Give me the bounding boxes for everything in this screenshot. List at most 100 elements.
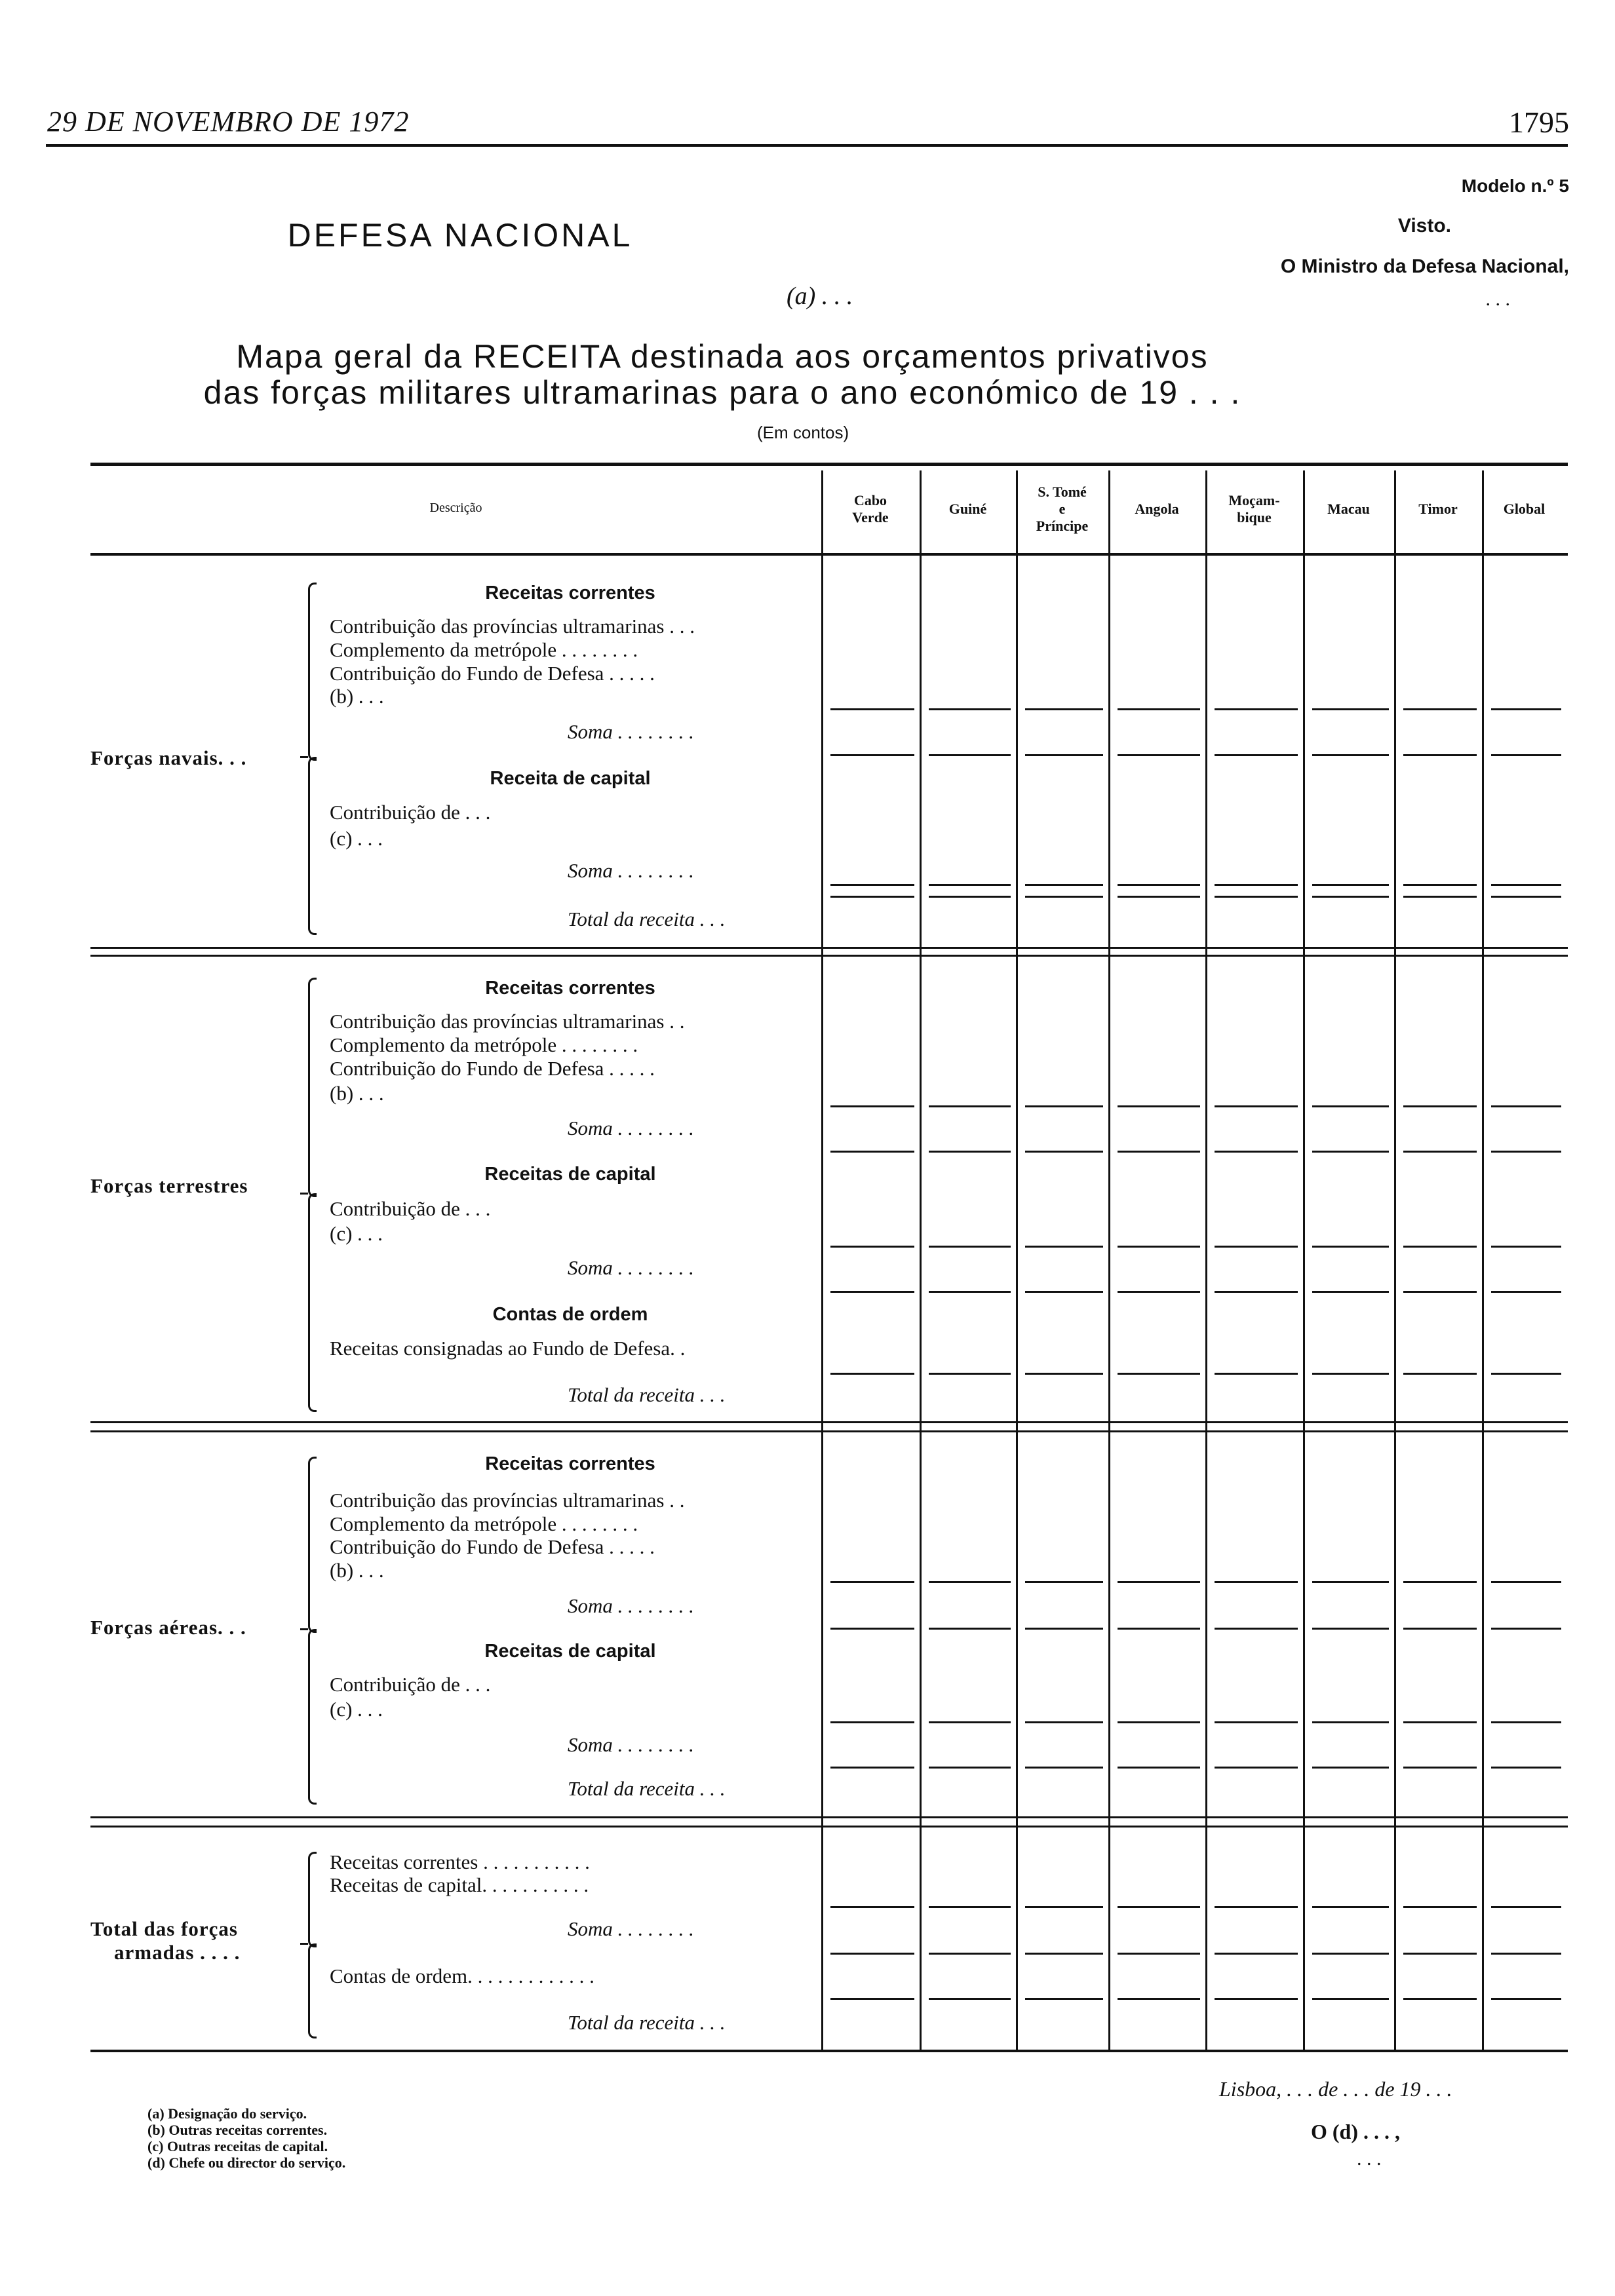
subtotal-rule xyxy=(1403,1291,1477,1293)
subtotal-rule xyxy=(1118,1373,1200,1375)
subtotal-rule xyxy=(1312,1246,1389,1248)
line-item: Contribuição de . . . xyxy=(330,1197,491,1220)
column-header: Moçam- bique xyxy=(1228,492,1280,526)
line-item: Complemento da metrópole . . . . . . . . xyxy=(330,638,638,661)
subtotal-rule xyxy=(1215,1246,1298,1248)
section-separator xyxy=(90,1826,1568,1827)
approval-label: Visto. xyxy=(1397,215,1451,237)
section-subheading: Receitas correntes xyxy=(485,978,655,999)
subtotal-rule xyxy=(1025,1767,1103,1769)
section-label: Forças terrestres xyxy=(90,1174,248,1197)
section-brace-tip xyxy=(300,1942,308,1945)
section-brace xyxy=(308,1193,317,1412)
subtotal-rule xyxy=(1118,896,1200,898)
line-item: Contribuição do Fundo de Defesa . . . . … xyxy=(330,1535,655,1558)
subtotal-rule xyxy=(1312,1953,1389,1955)
line-item: Contribuição das províncias ultramarinas… xyxy=(330,615,695,638)
line-item: (c) . . . xyxy=(330,1222,383,1245)
subtotal-rule xyxy=(1403,708,1477,710)
section-label: Forças navais. . . xyxy=(90,746,247,769)
column-header: S. Tomé e Príncipe xyxy=(1036,484,1089,534)
subtotal-rule xyxy=(1118,754,1200,756)
subtotal-rule xyxy=(1118,1998,1200,2000)
section-subheading: Receitas correntes xyxy=(485,583,655,603)
line-item: Contribuição de . . . xyxy=(330,1673,491,1696)
section-brace xyxy=(308,757,317,935)
minister-signature-label: O Ministro da Defesa Nacional, xyxy=(1280,256,1569,277)
page-number: 1795 xyxy=(1509,105,1569,139)
subtotal-rule xyxy=(830,1291,914,1293)
section-separator xyxy=(90,955,1568,957)
section-subheading: Receita de capital xyxy=(490,768,651,789)
subtotal-rule xyxy=(1403,884,1477,886)
subtotal-rule xyxy=(1025,896,1103,898)
subtotal-rule xyxy=(1491,1767,1561,1769)
subtotal-rule xyxy=(1118,1767,1200,1769)
subtotal-rule xyxy=(830,1628,914,1630)
subtotal-rule xyxy=(1025,1998,1103,2000)
column-header: Cabo Verde xyxy=(852,492,889,526)
subtotal-rule xyxy=(929,1151,1011,1153)
subtotal-rule xyxy=(1491,1628,1561,1630)
title-line-1: Mapa geral da RECEITA destinada aos orça… xyxy=(236,338,1209,375)
subtotal-rule xyxy=(1025,708,1103,710)
subtotal-label: Soma . . . . . . . . xyxy=(568,859,694,882)
subtotal-rule xyxy=(1215,1581,1298,1583)
signer-dots: . . . xyxy=(1357,2148,1382,2170)
subtotal-rule xyxy=(929,1291,1011,1293)
section-subheading: Receitas correntes xyxy=(485,1453,655,1474)
subtotal-rule xyxy=(1118,1721,1200,1723)
section-label: armadas . . . . xyxy=(114,1941,241,1964)
subtotal-rule xyxy=(1491,896,1561,898)
subtotal-rule xyxy=(830,754,914,756)
section-separator xyxy=(90,1421,1568,1423)
column-divider xyxy=(1482,470,1484,2050)
subtotal-rule xyxy=(1025,884,1103,886)
line-item: Receitas de capital. . . . . . . . . . . xyxy=(330,1873,589,1896)
subtotal-label: Soma . . . . . . . . xyxy=(568,1917,694,1940)
subtotal-rule xyxy=(1491,1246,1561,1248)
subtotal-rule xyxy=(1312,896,1389,898)
subtotal-rule xyxy=(1312,884,1389,886)
subtotal-rule xyxy=(1118,1105,1200,1107)
subtotal-rule xyxy=(1215,1151,1298,1153)
signer: O (d) . . . , xyxy=(1311,2120,1400,2143)
table-top-rule xyxy=(90,463,1568,466)
subtotal-rule xyxy=(1312,754,1389,756)
subtotal-rule xyxy=(929,1581,1011,1583)
section-separator xyxy=(90,1816,1568,1818)
subtotal-rule xyxy=(1025,1721,1103,1723)
line-item: (b) . . . xyxy=(330,685,384,708)
line-item: Contribuição das províncias ultramarinas… xyxy=(330,1489,685,1512)
subtotal-label: Total da receita . . . xyxy=(568,2011,726,2034)
subtotal-rule xyxy=(1025,1246,1103,1248)
section-brace-tip xyxy=(300,756,308,758)
subtotal-rule xyxy=(1403,896,1477,898)
subtotal-rule xyxy=(1025,754,1103,756)
subtotal-rule xyxy=(1215,754,1298,756)
department-title: DEFESA NACIONAL xyxy=(0,216,1615,254)
subtotal-rule xyxy=(830,1906,914,1908)
subtotal-rule xyxy=(1118,884,1200,886)
footnote: (a) Designação do serviço. xyxy=(147,2105,307,2122)
subtotal-rule xyxy=(1403,1105,1477,1107)
section-label: Total das forças xyxy=(90,1917,238,1940)
subtotal-rule xyxy=(1118,1628,1200,1630)
subtotal-rule xyxy=(830,1998,914,2000)
subtotal-rule xyxy=(1491,708,1561,710)
subtotal-rule xyxy=(1491,1291,1561,1293)
unit-label: (Em contos) xyxy=(757,423,849,442)
subtotal-rule xyxy=(929,1105,1011,1107)
subtotal-rule xyxy=(1312,1998,1389,2000)
subtotal-label: Soma . . . . . . . . xyxy=(568,1733,694,1756)
column-divider xyxy=(1205,470,1207,2050)
footnote: (d) Chefe ou director do serviço. xyxy=(147,2154,346,2171)
section-brace-tip xyxy=(300,1628,308,1630)
subtotal-rule xyxy=(1118,1581,1200,1583)
subtotal-rule xyxy=(1403,1581,1477,1583)
subtotal-rule xyxy=(1403,1953,1477,1955)
subtotal-rule xyxy=(1312,1721,1389,1723)
subtotal-rule xyxy=(1491,1721,1561,1723)
column-header: Guiné xyxy=(948,501,987,517)
subtotal-rule xyxy=(1491,1998,1561,2000)
